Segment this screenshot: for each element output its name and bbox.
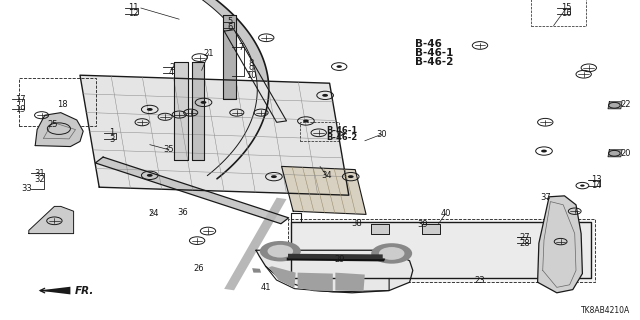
Text: 2: 2 xyxy=(169,63,174,72)
Circle shape xyxy=(541,149,547,153)
Polygon shape xyxy=(335,273,365,291)
Polygon shape xyxy=(608,102,622,109)
Text: 3: 3 xyxy=(109,135,115,144)
Text: FR.: FR. xyxy=(75,285,94,296)
Text: 23: 23 xyxy=(475,276,485,285)
Text: 19: 19 xyxy=(15,105,26,114)
Text: 32: 32 xyxy=(35,175,45,184)
Circle shape xyxy=(322,94,328,97)
Text: B-46-1: B-46-1 xyxy=(415,48,453,58)
Text: 14: 14 xyxy=(591,181,602,190)
Bar xyxy=(531,0,586,26)
Polygon shape xyxy=(282,166,366,214)
Circle shape xyxy=(271,175,277,178)
Circle shape xyxy=(348,175,354,178)
Text: 26: 26 xyxy=(193,264,204,273)
Text: TK8AB4210A: TK8AB4210A xyxy=(581,306,630,315)
Text: 31: 31 xyxy=(35,169,45,178)
Polygon shape xyxy=(252,268,261,273)
Text: 28: 28 xyxy=(520,239,530,248)
Text: 29: 29 xyxy=(334,255,344,264)
Circle shape xyxy=(379,247,404,260)
Text: 36: 36 xyxy=(177,208,188,217)
Text: 10: 10 xyxy=(246,71,256,80)
Polygon shape xyxy=(0,0,269,179)
Text: 21: 21 xyxy=(204,49,214,58)
Text: B-46-2: B-46-2 xyxy=(415,57,453,67)
Text: 4: 4 xyxy=(169,68,174,77)
Polygon shape xyxy=(223,15,236,99)
Text: 9: 9 xyxy=(248,65,253,74)
Polygon shape xyxy=(174,62,188,160)
Text: 34: 34 xyxy=(321,171,332,180)
Polygon shape xyxy=(224,198,287,290)
Text: 7: 7 xyxy=(238,43,243,52)
Circle shape xyxy=(147,174,153,177)
Circle shape xyxy=(337,65,342,68)
Text: 13: 13 xyxy=(591,175,602,184)
Text: 40: 40 xyxy=(440,209,451,218)
Text: 1: 1 xyxy=(109,128,115,137)
Text: 16: 16 xyxy=(561,9,572,18)
Text: B-46: B-46 xyxy=(415,39,442,49)
Text: 35: 35 xyxy=(164,145,174,154)
Bar xyxy=(19,78,96,126)
Text: B-46-1: B-46-1 xyxy=(326,126,358,135)
Polygon shape xyxy=(538,196,582,293)
Polygon shape xyxy=(287,258,385,261)
Text: 38: 38 xyxy=(352,220,362,228)
Text: 8: 8 xyxy=(248,60,253,68)
Polygon shape xyxy=(288,254,383,259)
Circle shape xyxy=(371,243,412,264)
Polygon shape xyxy=(35,113,83,147)
Text: 37: 37 xyxy=(540,193,550,202)
Text: 39: 39 xyxy=(417,220,428,229)
Polygon shape xyxy=(95,157,289,224)
Text: 22: 22 xyxy=(621,100,631,109)
Polygon shape xyxy=(269,266,296,288)
Text: 11: 11 xyxy=(128,4,138,12)
Circle shape xyxy=(268,245,293,258)
Text: 17: 17 xyxy=(15,95,26,104)
Text: 27: 27 xyxy=(520,233,530,242)
Polygon shape xyxy=(256,250,413,293)
Polygon shape xyxy=(38,287,70,294)
Text: 30: 30 xyxy=(376,130,387,139)
Bar xyxy=(300,122,339,141)
Text: 6: 6 xyxy=(228,23,233,32)
Text: 41: 41 xyxy=(261,283,271,292)
Polygon shape xyxy=(371,224,389,234)
Polygon shape xyxy=(192,62,204,160)
Text: B-46-2: B-46-2 xyxy=(326,133,358,142)
Polygon shape xyxy=(422,224,440,234)
Text: 12: 12 xyxy=(128,9,138,18)
Polygon shape xyxy=(298,273,333,291)
Circle shape xyxy=(303,119,309,123)
Text: 18: 18 xyxy=(58,100,68,109)
Text: 24: 24 xyxy=(148,209,159,218)
Circle shape xyxy=(147,108,153,111)
Bar xyxy=(288,219,595,282)
Polygon shape xyxy=(608,150,622,157)
Circle shape xyxy=(260,241,301,261)
Text: 25: 25 xyxy=(47,120,58,129)
Text: 20: 20 xyxy=(621,149,631,158)
Circle shape xyxy=(580,184,585,187)
Circle shape xyxy=(200,101,207,104)
Polygon shape xyxy=(29,206,74,234)
Polygon shape xyxy=(291,222,591,278)
Text: 5: 5 xyxy=(228,17,233,26)
Text: 33: 33 xyxy=(22,184,32,193)
Text: 15: 15 xyxy=(561,4,572,12)
Polygon shape xyxy=(80,75,349,195)
